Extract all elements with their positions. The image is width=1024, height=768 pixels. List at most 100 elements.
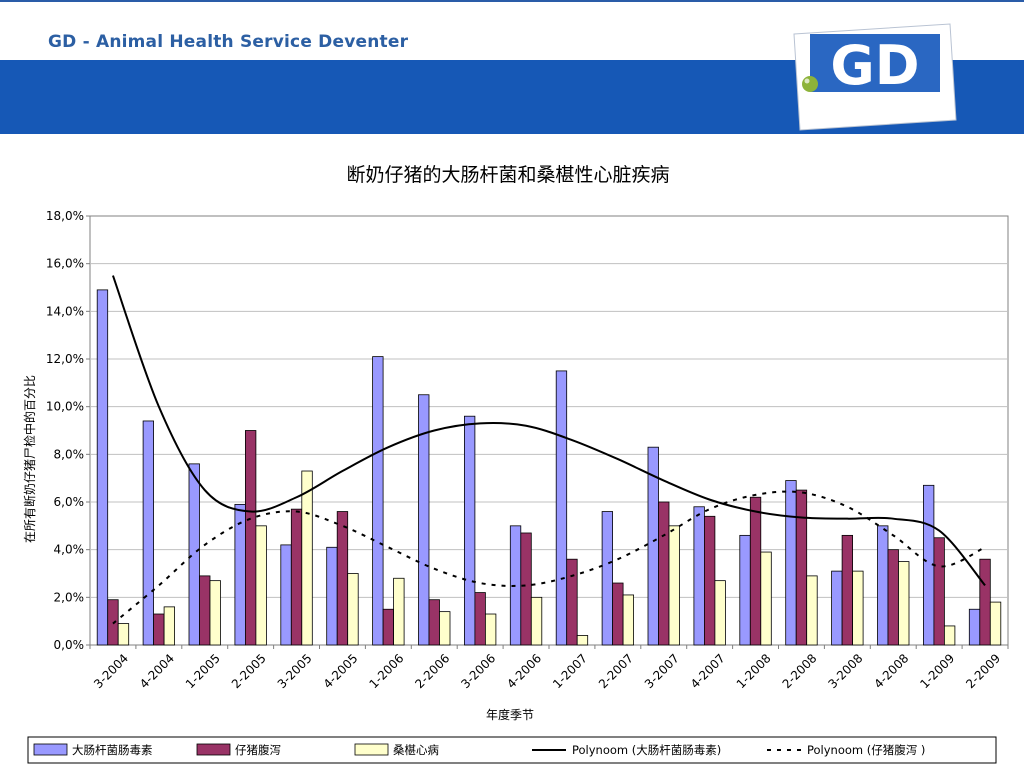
trendline-diarrhea xyxy=(112,490,986,625)
logo-green-ball xyxy=(802,76,818,92)
bar-ecoli xyxy=(372,356,384,646)
x-tick-label: 1-2008 xyxy=(734,651,774,691)
chart: 0,0% 2,0% 4,0% 6,0% 8,0% 10,0% 12,0% 14,0% 16,0%… xyxy=(22,164,1009,764)
chart-title: 断奶仔猪的大肠杆菌和桑椹性心脏疾病 xyxy=(346,164,669,186)
y-tick-label: 0,0% xyxy=(54,638,85,652)
legend-label: Polynoom (大肠杆菌肠毒素) xyxy=(572,743,721,757)
bar-mulberry xyxy=(530,596,543,646)
legend-swatch xyxy=(354,743,389,756)
legend-label: Polynoom (仔猪腹泻 ) xyxy=(807,743,925,757)
bar-mulberry xyxy=(852,570,864,646)
bar-diarrhea xyxy=(979,558,991,646)
y-tick-label: 6,0% xyxy=(54,495,85,509)
x-axis-label: 年度季节 xyxy=(486,707,534,722)
legend-item-diarrhea: 仔猪腹泻 xyxy=(196,743,281,757)
bar-diarrhea xyxy=(520,532,532,646)
legend-label: 桑椹心病 xyxy=(393,743,439,757)
bar-mulberry xyxy=(944,625,956,646)
x-tick-label: 3-2008 xyxy=(826,651,866,691)
bar-ecoli xyxy=(693,506,705,646)
bar-ecoli xyxy=(968,608,981,646)
bar-mulberry xyxy=(806,575,818,646)
plot-area xyxy=(89,215,1009,646)
legend-item-trend-ecoli: Polynoom (大肠杆菌肠毒素) xyxy=(532,743,721,757)
bar-diarrhea xyxy=(612,582,624,646)
y-tick-label: 8,0% xyxy=(54,447,85,461)
x-tick-label: 2-2006 xyxy=(412,651,452,691)
bar-diarrhea xyxy=(566,558,578,646)
bar-ecoli xyxy=(96,289,109,646)
bar-ecoli xyxy=(326,546,338,646)
bar-ecoli xyxy=(877,525,889,646)
bar-ecoli xyxy=(234,503,246,646)
y-tick-label: 10,0% xyxy=(46,400,84,414)
bar-mulberry xyxy=(622,594,634,646)
logo-text: GD xyxy=(830,34,919,97)
bar-ecoli xyxy=(280,544,292,646)
x-tick-label: 4-2004 xyxy=(137,651,177,691)
bar-diarrhea xyxy=(841,534,853,646)
x-tick-label: 3-2006 xyxy=(458,651,498,691)
bar-mulberry xyxy=(301,470,313,646)
bar-mulberry xyxy=(117,623,130,646)
gd-logo: GD xyxy=(793,23,957,131)
x-tick-label: 3-2007 xyxy=(642,651,682,691)
bar-diarrhea xyxy=(382,608,395,646)
legend-swatch xyxy=(196,743,231,756)
x-tick-label: 2-2009 xyxy=(963,651,1003,691)
bar-diarrhea xyxy=(428,599,440,646)
bar-mulberry xyxy=(209,580,221,646)
bar-diarrhea xyxy=(153,613,165,646)
bar-diarrhea xyxy=(290,508,303,646)
bar-diarrhea xyxy=(244,430,257,646)
legend-item-mulberry: 桑椹心病 xyxy=(354,743,439,757)
bar-ecoli xyxy=(142,420,155,646)
bar-mulberry xyxy=(989,601,1002,646)
x-tick-label: 2-2005 xyxy=(229,651,269,691)
x-tick-label: 1-2007 xyxy=(550,651,590,691)
y-tick-label: 4,0% xyxy=(54,543,85,557)
legend-item-trend-diarrhea: Polynoom (仔猪腹泻 ) xyxy=(767,743,925,757)
bar-diarrhea xyxy=(336,511,349,646)
legend-label: 大肠杆菌肠毒素 xyxy=(72,743,153,757)
bar-mulberry xyxy=(163,606,176,646)
y-tick-label: 2,0% xyxy=(54,590,85,604)
x-tick-label: 3-2005 xyxy=(275,651,315,691)
bar-ecoli xyxy=(601,511,613,646)
bar-ecoli xyxy=(555,370,568,646)
bar-ecoli xyxy=(463,415,476,646)
bar-mulberry xyxy=(439,611,451,646)
x-tick-label: 1-2006 xyxy=(367,651,407,691)
org-name: GD - Animal Health Service Deventer xyxy=(48,32,409,52)
bar-mulberry xyxy=(576,635,589,646)
bar-ecoli xyxy=(188,463,200,646)
bar-diarrhea xyxy=(933,537,945,646)
bar-ecoli xyxy=(739,534,751,646)
legend-label: 仔猪腹泻 xyxy=(235,743,281,757)
bar-mulberry xyxy=(898,561,910,646)
x-tick-label: 1-2005 xyxy=(183,651,223,691)
y-tick-label: 18,0% xyxy=(46,209,84,223)
bar-mulberry xyxy=(393,577,405,646)
legend-swatch xyxy=(33,743,68,756)
x-tick-label: 4-2008 xyxy=(871,651,911,691)
x-tick-label: 4-2005 xyxy=(321,651,361,691)
x-tick-label: 4-2006 xyxy=(504,651,544,691)
x-tick-label: 4-2007 xyxy=(688,651,728,691)
legend-item-ecoli: 大肠杆菌肠毒素 xyxy=(33,743,153,757)
bar-mulberry xyxy=(484,613,497,646)
bar-diarrhea xyxy=(749,496,762,646)
legend-box xyxy=(27,736,997,764)
bar-mulberry xyxy=(668,525,680,646)
y-axis-label: 在所有断奶仔猪尸检中的百分比 xyxy=(22,375,37,543)
bar-diarrhea xyxy=(887,549,899,646)
logo-blue-block xyxy=(810,34,940,92)
bar-mulberry xyxy=(714,580,726,646)
bar-mulberry xyxy=(347,573,359,646)
bar-mulberry xyxy=(760,551,772,646)
bar-diarrhea xyxy=(474,592,486,646)
trendline-ecoli xyxy=(112,275,986,587)
bar-diarrhea xyxy=(658,501,670,646)
bar-ecoli xyxy=(831,570,843,646)
bar-ecoli xyxy=(785,480,797,646)
